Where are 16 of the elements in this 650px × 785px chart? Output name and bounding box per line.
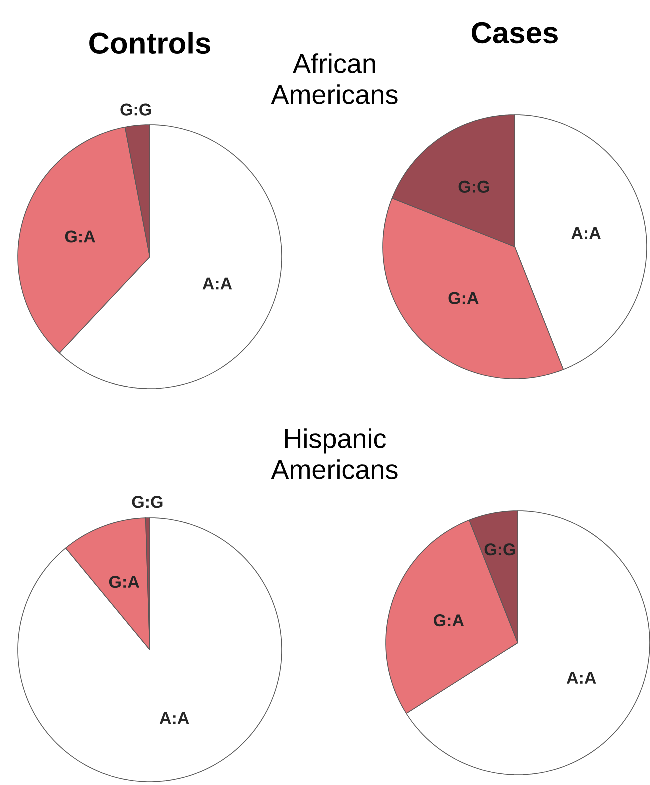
- slice-label: G:A: [434, 614, 464, 627]
- chart-title: Controls: [89, 32, 210, 54]
- slice-label: A:A: [160, 712, 190, 724]
- slice-label: G:G: [484, 544, 516, 556]
- slice-label: G:A: [65, 230, 96, 243]
- chart-subtitle: African Americans: [271, 54, 398, 104]
- slice-label: G:A: [448, 292, 479, 304]
- slice-label: G:G: [458, 180, 490, 193]
- slice-label: G:A: [109, 576, 140, 588]
- slice-label: G:G: [132, 496, 162, 508]
- chart-subtitle: Hispanic Americans: [271, 428, 398, 480]
- slice-label: G:G: [120, 104, 151, 116]
- slice-label: A:A: [202, 278, 232, 290]
- slice-label: A:A: [571, 228, 601, 240]
- chart-title: Cases: [472, 22, 558, 44]
- slice-label: A:A: [566, 672, 596, 684]
